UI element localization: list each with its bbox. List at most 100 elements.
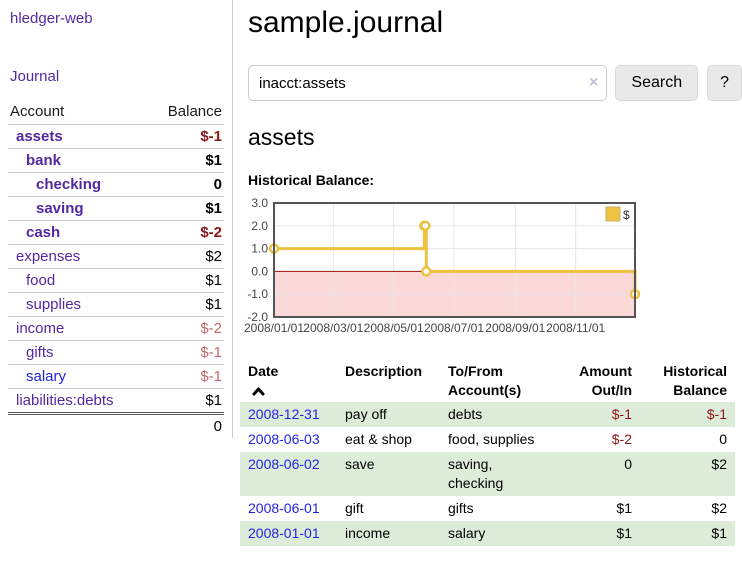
- transaction-row: 2008-06-02 save saving, checking 0 $2: [240, 452, 735, 496]
- account-link-liabilities-debts[interactable]: liabilities:debts: [16, 392, 114, 409]
- x-axis-tick-label: 2008/11/01: [546, 321, 605, 335]
- account-balance: $1: [148, 292, 224, 317]
- transaction-amount: $1: [616, 525, 632, 541]
- transaction-accounts: salary: [448, 525, 486, 541]
- x-axis-tick-label: 2008/07/01: [424, 321, 484, 335]
- transaction-amount: $-1: [611, 406, 632, 422]
- account-link-expenses[interactable]: expenses: [16, 248, 81, 265]
- transaction-amount: $1: [616, 500, 632, 516]
- transaction-description: gift: [345, 500, 364, 516]
- search-button[interactable]: Search: [615, 65, 699, 101]
- x-axis-tick-label: 2008/03/01: [303, 321, 363, 335]
- sort-asc-icon: [252, 387, 265, 396]
- transaction-balance: $2: [711, 500, 727, 516]
- accounts-table: Account Balance assets $-1 bank $1 checking 0…: [8, 101, 224, 438]
- y-axis-tick-label: 2.0: [251, 219, 268, 233]
- header-label: Amount: [579, 363, 632, 379]
- data-point-marker: [420, 220, 431, 232]
- transaction-amount: 0: [624, 456, 632, 472]
- account-link-bank[interactable]: bank: [26, 152, 62, 169]
- search-input[interactable]: [248, 65, 608, 101]
- y-axis-tick-label: 0.0: [251, 264, 268, 278]
- plot-border: [273, 202, 636, 318]
- account-balance: $-1: [148, 364, 224, 389]
- transaction-date-link[interactable]: 2008-06-03: [248, 431, 320, 447]
- account-row: supplies $1: [8, 292, 224, 317]
- accounts-total-value: 0: [148, 412, 224, 438]
- transaction-description: eat & shop: [345, 431, 412, 447]
- transaction-amount: $-2: [611, 431, 632, 447]
- y-axis-tick-label: -1.0: [247, 287, 268, 301]
- transaction-date-link[interactable]: 2008-06-01: [248, 500, 320, 516]
- account-balance: $1: [148, 388, 224, 414]
- transaction-date-link[interactable]: 2008-12-31: [248, 406, 320, 422]
- help-button[interactable]: ?: [707, 65, 742, 101]
- account-link-food[interactable]: food: [26, 272, 56, 289]
- accounts-header-balance: Balance: [148, 101, 224, 125]
- x-axis-tick-label: 2008/09/01: [485, 321, 545, 335]
- transaction-date-link[interactable]: 2008-01-01: [248, 525, 320, 541]
- transaction-description: save: [345, 456, 375, 472]
- account-heading: assets: [248, 124, 315, 150]
- register-header-to-from: To/From Account(s): [440, 355, 552, 402]
- transaction-row: 2008-12-31 pay off debts $-1 $-1: [240, 402, 735, 427]
- clear-search-icon[interactable]: ×: [589, 74, 599, 91]
- account-row: checking 0: [8, 172, 224, 197]
- account-link-assets[interactable]: assets: [16, 128, 63, 145]
- transaction-balance: $1: [711, 525, 727, 541]
- transaction-balance: $-1: [706, 406, 727, 422]
- account-link-supplies[interactable]: supplies: [26, 296, 82, 313]
- header-label: Description: [345, 363, 423, 379]
- transaction-row: 2008-06-01 gift gifts $1 $2: [240, 496, 735, 521]
- transaction-balance: $2: [711, 456, 727, 472]
- account-balance: $-2: [148, 220, 224, 245]
- account-link-gifts[interactable]: gifts: [26, 344, 54, 361]
- header-label: Historical: [663, 363, 727, 379]
- register-table: Date Description To/From Account(s) Amount Ou…: [240, 355, 735, 546]
- account-row: gifts $-1: [8, 340, 224, 365]
- x-axis-tick-label: 2008/01/01: [244, 321, 304, 335]
- account-row: bank $1: [8, 148, 224, 173]
- account-balance: $1: [148, 196, 224, 221]
- header-label: Date: [248, 363, 279, 379]
- account-row: food $1: [8, 268, 224, 293]
- app-title-link[interactable]: hledger-web: [10, 10, 93, 27]
- transaction-description: income: [345, 525, 391, 541]
- register-header-date[interactable]: Date: [240, 355, 337, 402]
- account-row: income $-2: [8, 316, 224, 341]
- account-row: salary $-1: [8, 364, 224, 389]
- account-row: liabilities:debts $1: [8, 388, 224, 414]
- account-link-saving[interactable]: saving: [36, 200, 84, 217]
- transaction-accounts: food, supplies: [448, 431, 535, 447]
- main-content: sample.journal × Search ? assets Histori…: [240, 0, 742, 546]
- account-balance: $-1: [148, 124, 224, 149]
- account-row: expenses $2: [8, 244, 224, 269]
- accounts-header-account: Account: [8, 101, 149, 125]
- transaction-accounts: saving, checking: [448, 456, 504, 491]
- account-row: assets $-1: [8, 124, 224, 149]
- register-header-historical: Historical Balance: [640, 355, 735, 402]
- header-label: Account(s): [448, 382, 522, 398]
- transaction-row: 2008-01-01 income salary $1 $1: [240, 521, 735, 546]
- register-header-amount: Amount Out/In: [552, 355, 640, 402]
- y-axis-tick-label: -2.0: [247, 310, 268, 324]
- account-balance: 0: [148, 172, 224, 197]
- account-balance: $1: [148, 268, 224, 293]
- y-axis-tick-label: 1.0: [251, 242, 268, 256]
- sidebar-item-journal[interactable]: Journal: [10, 68, 60, 85]
- account-link-salary[interactable]: salary: [26, 368, 67, 385]
- account-balance: $2: [148, 244, 224, 269]
- account-link-income[interactable]: income: [16, 320, 65, 337]
- account-link-checking[interactable]: checking: [36, 176, 102, 193]
- account-balance: $-1: [148, 340, 224, 365]
- header-label: To/From: [448, 363, 503, 379]
- chart-title: Historical Balance:: [248, 172, 375, 188]
- transaction-date-link[interactable]: 2008-06-02: [248, 456, 320, 472]
- account-row: cash $-2: [8, 220, 224, 245]
- transaction-description: pay off: [345, 406, 387, 422]
- register-header-row: Date Description To/From Account(s) Amount Ou…: [240, 355, 735, 402]
- transaction-balance: 0: [719, 431, 727, 447]
- y-axis-tick-label: 3.0: [251, 196, 268, 210]
- account-link-cash[interactable]: cash: [26, 224, 61, 241]
